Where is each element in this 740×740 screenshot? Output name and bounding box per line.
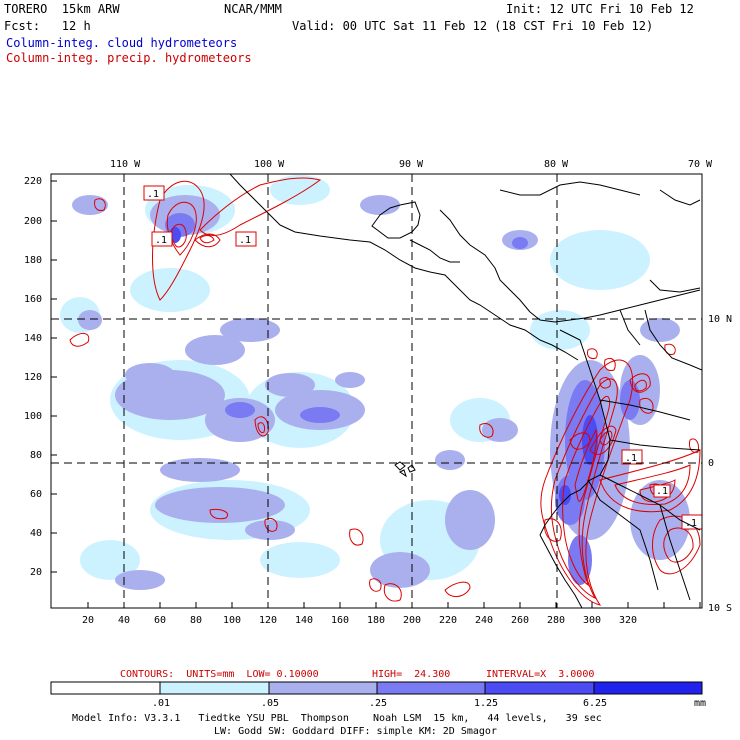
y-tick-label: 80 [30,450,43,461]
contour-label-2: .1 [155,235,167,246]
x-tick-label: 260 [511,615,530,626]
x-tick-label: 320 [619,615,638,626]
x-tick-label: 220 [439,615,458,626]
y-tick-label: 100 [24,411,43,422]
x-tick-label: 60 [154,615,167,626]
y-tick-label: 220 [24,176,43,187]
valid-time: Valid: 00 UTC Sat 11 Feb 12 (18 CST Fri … [292,19,654,33]
colorbar-label-005: .05 [261,698,280,709]
x-tick-label: 180 [367,615,386,626]
x-tick-label: 160 [331,615,350,626]
x-tick-label: 20 [82,615,95,626]
contour-label-5: .1 [685,518,697,529]
lat-label-0: 0 [708,458,715,469]
x-tick-label: 280 [547,615,566,626]
colorbar-label-625: 6.25 [583,698,608,709]
contour-label-4: .1 [625,453,637,464]
lon-label-70w: 70 W [688,159,713,170]
lon-label-80w: 80 W [544,159,569,170]
coastlines [229,174,702,608]
model-info-line2: LW: Godd SW: Goddard DIFF: simple KM: 2D… [214,726,497,737]
contour-label-6: .1 [656,486,668,497]
x-tick-label: 100 [223,615,242,626]
precip-field-label: Column-integ. precip. hydrometeors [6,51,252,65]
contour-label-3: .1 [239,235,251,246]
forecast-hour: Fcst: 12 h [4,19,91,33]
contour-label-1: .1 [147,189,159,200]
y-tick-label: 40 [30,528,43,539]
colorbar-label-125: 1.25 [474,698,499,709]
lat-label-10s: 10 S [708,603,733,614]
axis-ticks [51,180,701,608]
organization: NCAR/MMM [224,2,282,16]
lat-label-10n: 10 N [708,314,733,325]
x-tick-label: 140 [295,615,314,626]
contour-interval: INTERVAL=X 3.0000 [486,669,595,680]
colorbar-label-025: .25 [369,698,388,709]
lon-label-90w: 90 W [399,159,424,170]
contour-labels: .1 .1 .1 .1 .1 .1 [143,185,703,530]
y-tick-label: 140 [24,333,43,344]
x-tick-label: 200 [403,615,422,626]
y-tick-label: 160 [24,294,43,305]
y-tick-label: 120 [24,372,43,383]
model-info-line1: Model Info: V3.3.1 Tiedtke YSU PBL Thomp… [72,713,602,724]
lat-lon-grid [51,174,702,608]
y-tick-label: 200 [24,216,43,227]
x-tick-label: 120 [259,615,278,626]
x-tick-label: 300 [583,615,602,626]
contour-high: HIGH= 24.300 [372,669,451,680]
colorbar-label-001: .01 [152,698,171,709]
lon-label-110w: 110 W [110,159,141,170]
x-tick-label: 240 [475,615,494,626]
lon-label-100w: 100 W [254,159,285,170]
init-time: Init: 12 UTC Fri 10 Feb 12 [506,2,694,16]
x-tick-label: 40 [118,615,131,626]
colorbar-unit: mm [694,698,707,709]
x-tick-label: 80 [190,615,203,626]
cloud-field-label: Column-integ. cloud hydrometeors [6,36,238,50]
y-tick-label: 60 [30,489,43,500]
y-tick-label: 20 [30,567,43,578]
contour-units: CONTOURS: UNITS=mm LOW= 0.10000 [120,669,319,680]
model-name: TORERO 15km ARW [4,2,120,16]
y-tick-label: 180 [24,255,43,266]
